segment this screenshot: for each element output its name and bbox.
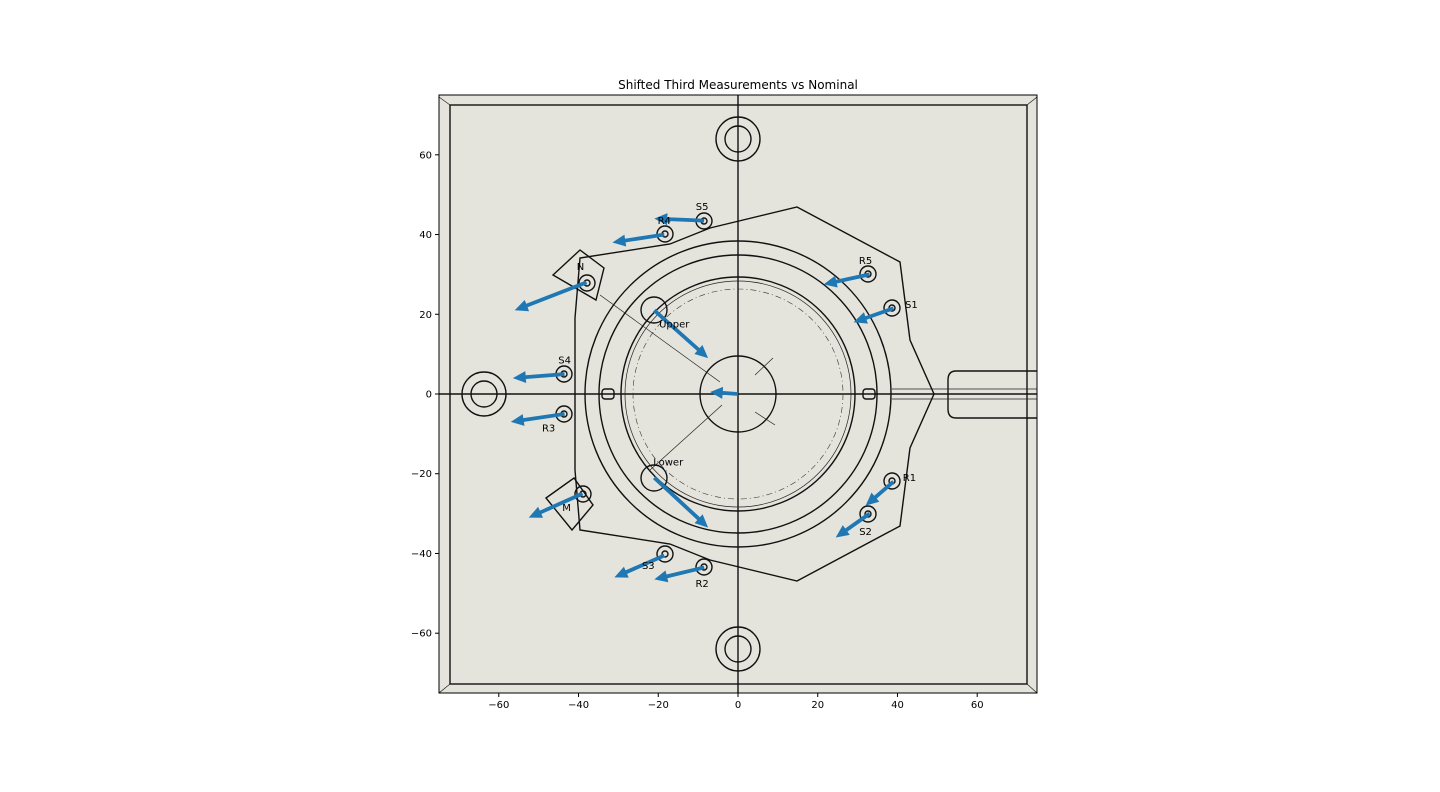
point-label: R2 <box>695 579 708 590</box>
point-label: R4 <box>658 216 671 227</box>
point-label: R5 <box>859 256 872 267</box>
y-tick-label: −20 <box>411 469 432 480</box>
vector-arrow-m <box>528 491 584 518</box>
point-label: S3 <box>642 561 655 572</box>
point-label: S5 <box>696 202 709 213</box>
vector-arrow-s3 <box>614 553 665 578</box>
x-tick-label: 60 <box>971 700 984 711</box>
vector-arrows <box>510 213 895 583</box>
x-tick-label: −60 <box>488 700 509 711</box>
vector-arrow-center <box>710 386 739 399</box>
y-tick-label: 60 <box>419 150 432 161</box>
vector-arrow-s5 <box>654 213 705 226</box>
point-label: R1 <box>903 473 916 484</box>
x-tick-label: 20 <box>811 700 824 711</box>
y-axis: 60 40 20 0 −20 −40 −60 <box>411 150 439 640</box>
y-tick-label: 0 <box>426 390 432 401</box>
vector-arrow-r4 <box>612 232 665 247</box>
vector-arrow-r3 <box>510 412 565 426</box>
point-label: M <box>562 503 571 514</box>
vector-arrow-lower <box>653 476 709 528</box>
vector-arrow-r2 <box>654 565 705 583</box>
vector-arrow-s1 <box>853 306 895 324</box>
chart-title: Shifted Third Measurements vs Nominal <box>618 78 858 92</box>
point-label: S4 <box>558 356 571 367</box>
y-tick-label: −40 <box>411 549 432 560</box>
y-tick-label: 20 <box>419 310 432 321</box>
y-tick-label: −60 <box>411 629 432 640</box>
vector-arrow-r5 <box>823 272 870 288</box>
point-labels: S5 R4 N R5 S1 Upper S4 R3 Lower R1 M S2 S3 R2 <box>542 202 918 590</box>
vector-arrow-s4 <box>512 371 565 383</box>
y-tick-label: 40 <box>419 230 432 241</box>
x-tick-label: −20 <box>648 700 669 711</box>
x-axis: −60 −40 −20 0 20 40 60 <box>488 693 984 711</box>
vector-arrow-n <box>514 280 588 312</box>
point-label: S2 <box>859 527 872 538</box>
point-label: Upper <box>659 320 690 331</box>
point-label: R3 <box>542 423 555 434</box>
point-label: Lower <box>653 457 684 468</box>
x-tick-label: −40 <box>568 700 589 711</box>
point-label: N <box>577 262 584 273</box>
vector-arrow-upper <box>653 308 709 359</box>
x-tick-label: 40 <box>891 700 904 711</box>
point-label: S1 <box>905 300 918 311</box>
x-tick-label: 0 <box>735 700 741 711</box>
vector-arrow-s2 <box>835 512 871 538</box>
vector-arrow-r1 <box>865 480 895 506</box>
